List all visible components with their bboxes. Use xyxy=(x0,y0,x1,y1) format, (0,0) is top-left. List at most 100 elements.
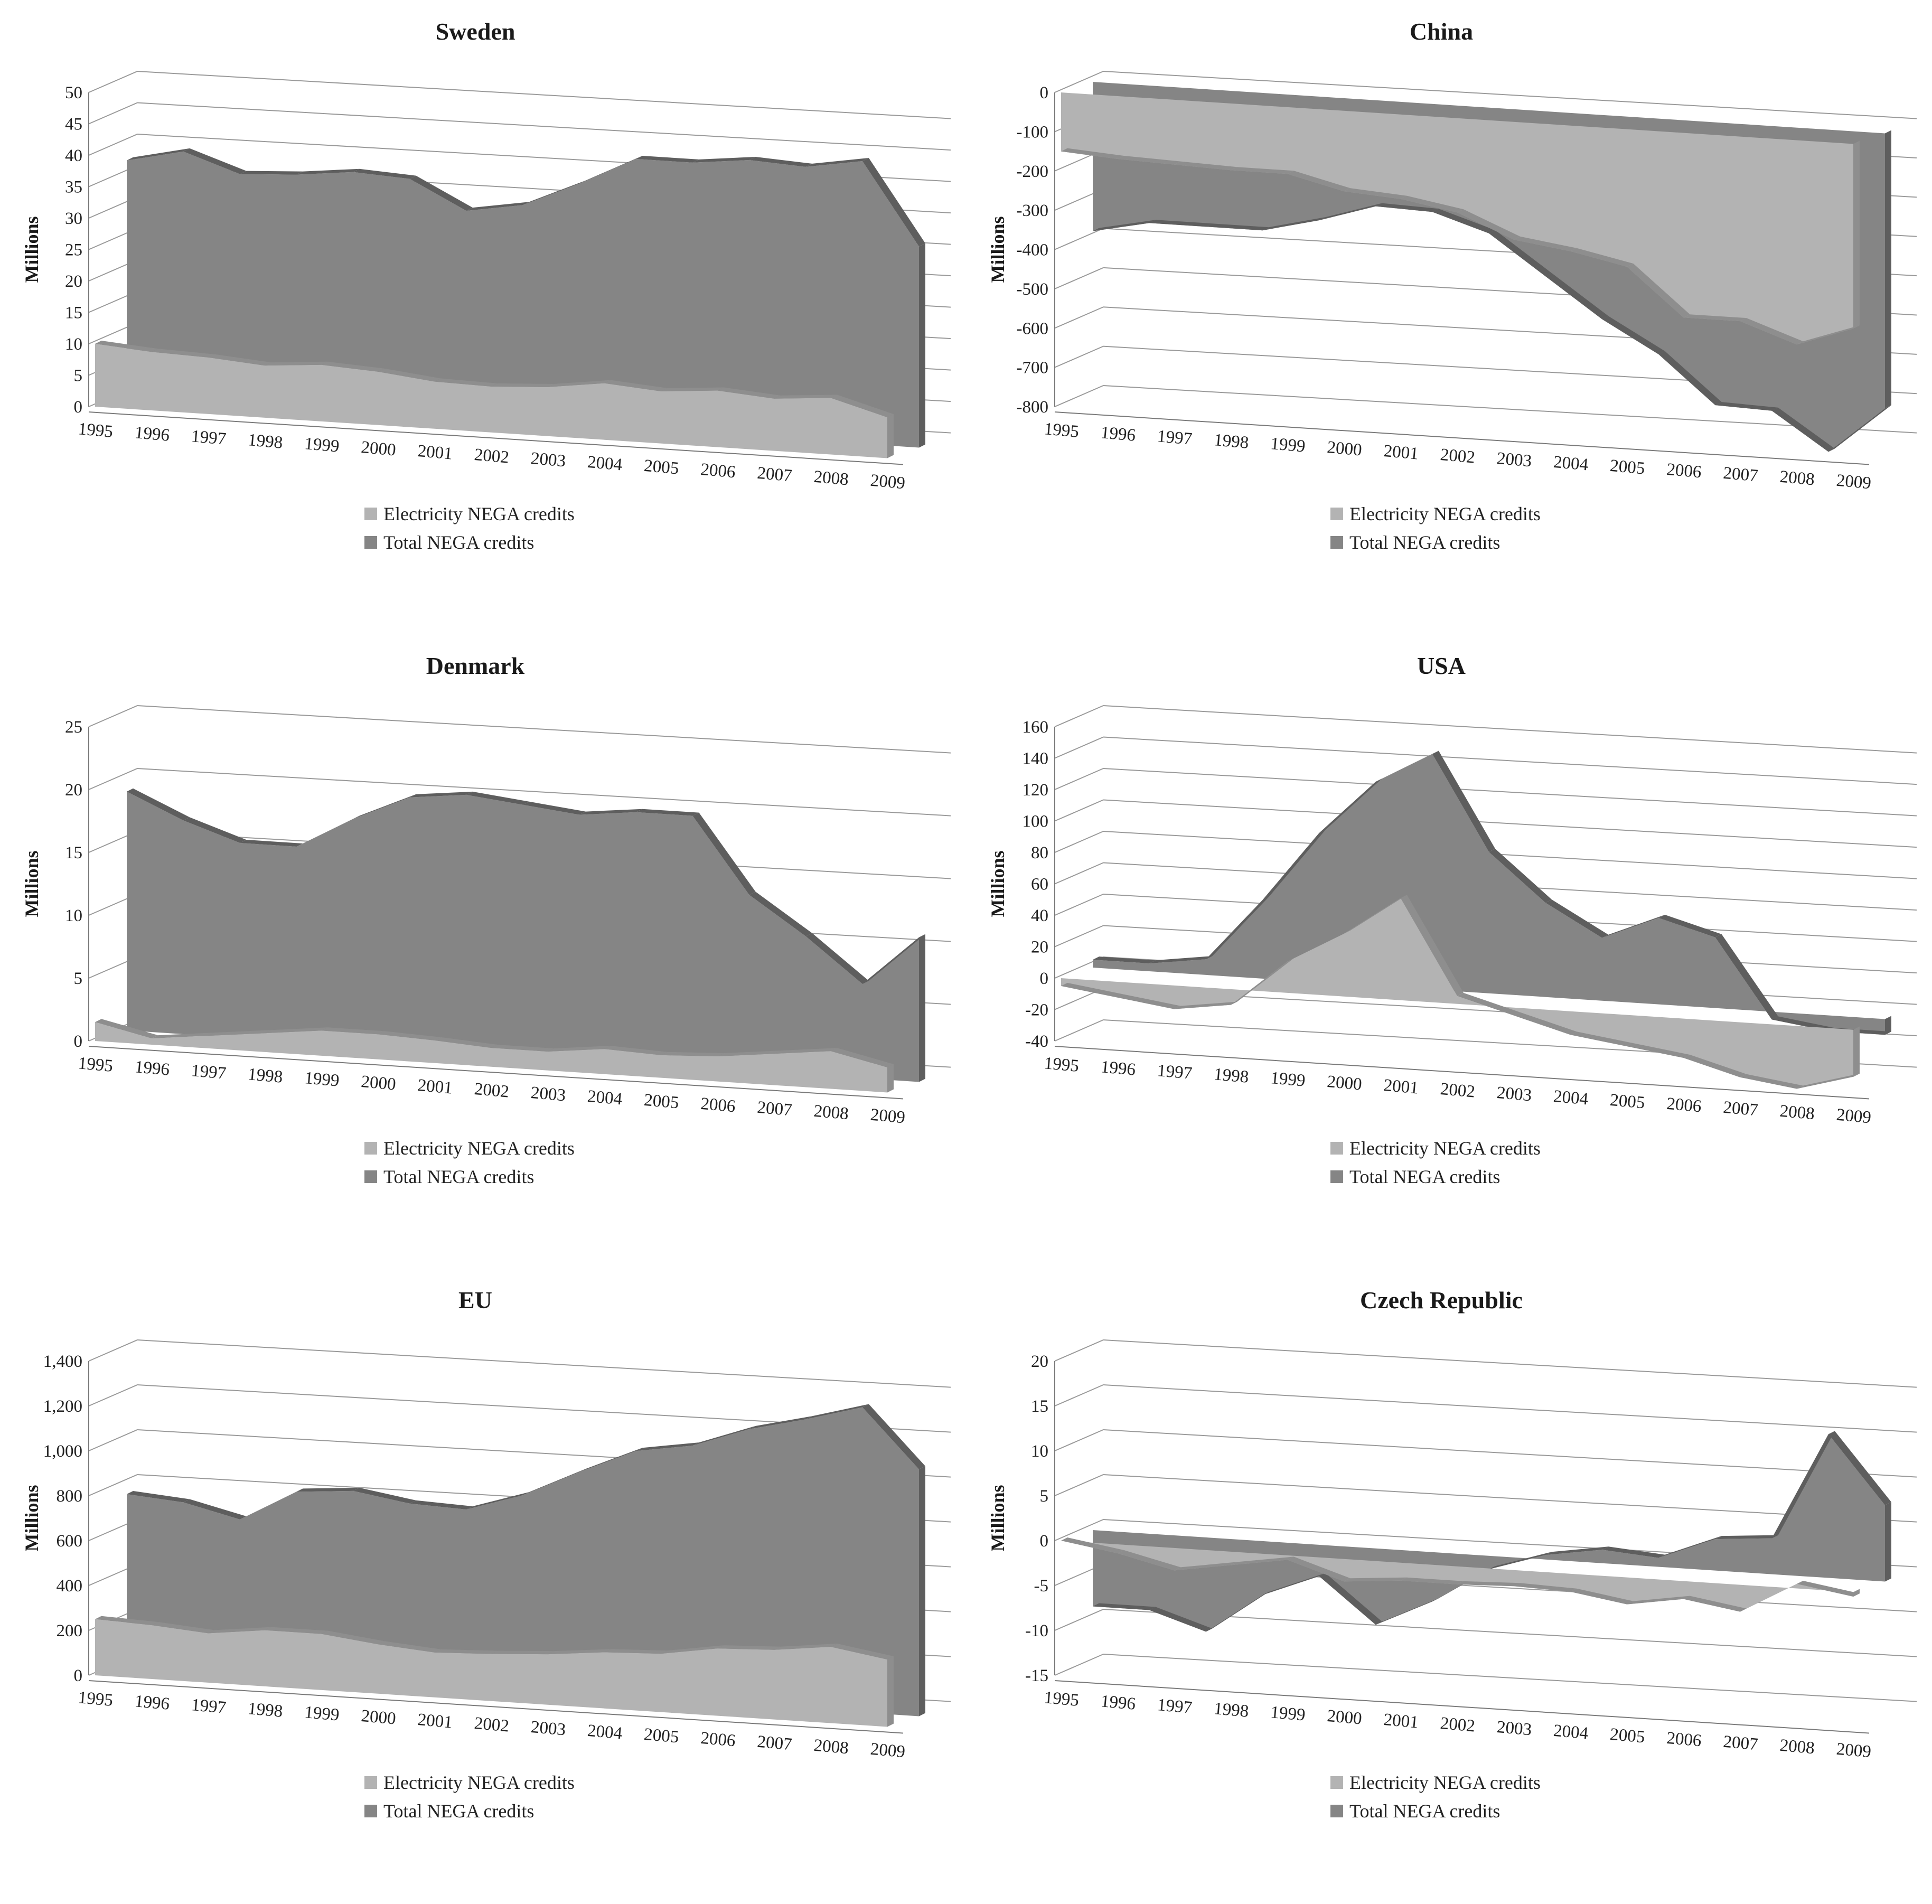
sweden-legend-label: Total NEGA credits xyxy=(383,532,534,553)
eu-electricity-nega-credits-edge-segment xyxy=(265,1627,328,1634)
denmark-total-nega-credits-point xyxy=(804,935,808,938)
czech-republic-total-nega-credits-edge-segment xyxy=(1489,1552,1552,1570)
czech-republic-electricity-nega-credits-point xyxy=(1456,1583,1459,1586)
denmark-total-nega-credits-edge-segment xyxy=(240,840,303,847)
china-electricity-nega-credits-edge-segment xyxy=(1627,264,1690,318)
eu-x-tick-label: 1998 xyxy=(247,1699,284,1721)
denmark-x-tick-label: 2006 xyxy=(700,1094,736,1117)
usa-electricity-nega-credits-point xyxy=(1059,984,1063,988)
denmark-total-nega-credits-point xyxy=(861,982,864,986)
denmark-total-nega-credits-area xyxy=(127,791,919,1082)
china-electricity-nega-credits-edge-segment xyxy=(1344,188,1407,199)
china-x-tick-label: 1996 xyxy=(1100,423,1137,445)
czech-republic-total-nega-credits-point xyxy=(1600,1548,1603,1551)
eu-x-tick-label: 1999 xyxy=(304,1703,340,1725)
czech-republic-x-tick-label: 2001 xyxy=(1383,1710,1419,1732)
china-total-nega-credits-point xyxy=(1204,225,1207,228)
czech-republic-electricity-nega-credits-point xyxy=(1569,1590,1572,1593)
denmark-x-tick-label: 1995 xyxy=(77,1054,114,1076)
usa-chart-title: USA xyxy=(1417,652,1466,679)
china-electricity-nega-credits-edge-segment xyxy=(1400,195,1464,213)
denmark-x-tick-label: 2008 xyxy=(813,1102,849,1124)
china-legend-label: Electricity NEGA credits xyxy=(1349,503,1541,524)
czech-republic-y-tick-label: 20 xyxy=(1031,1352,1048,1371)
czech-republic-electricity-nega-credits-edge-segment xyxy=(1457,1581,1521,1587)
chart-panel-china: China Millions -800 -700 -600 -500 -400 -300 -20… xyxy=(966,0,1932,634)
china-chart-title: China xyxy=(1410,18,1473,45)
sweden-total-nega-credits-point xyxy=(917,245,921,248)
czech-republic-electricity-nega-credits-end-cap xyxy=(1853,1589,1860,1597)
czech-republic-total-nega-credits-point xyxy=(1261,1593,1264,1597)
czech-republic-electricity-nega-credits-edge-segment xyxy=(1627,1596,1690,1605)
usa-legend-label: Electricity NEGA credits xyxy=(1349,1138,1541,1159)
denmark-x-tick-label: 1996 xyxy=(134,1057,171,1080)
china-electricity-nega-credits-point xyxy=(1795,343,1798,346)
china-x-tick-label: 2006 xyxy=(1666,460,1702,482)
eu-electricity-nega-credits-edge-segment xyxy=(774,1644,837,1650)
denmark-electricity-nega-credits-point xyxy=(150,1037,153,1040)
china-electricity-nega-credits-edge-segment xyxy=(1570,248,1634,267)
denmark-chart-title: Denmark xyxy=(426,652,525,679)
eu-electricity-nega-credits-point xyxy=(659,1652,662,1655)
czech-republic-x-tick-label: 2009 xyxy=(1835,1740,1872,1762)
czech-republic-gridline xyxy=(1103,1339,1917,1388)
czech-republic-electricity-nega-credits-point xyxy=(1625,1603,1628,1606)
eu-electricity-nega-credits-edge-segment xyxy=(152,1622,215,1634)
denmark-electricity-nega-credits-point xyxy=(490,1046,493,1049)
denmark-y-tick-label: 25 xyxy=(65,718,82,737)
usa-electricity-nega-credits-point xyxy=(1229,1003,1232,1007)
eu-electricity-nega-credits-edge-segment xyxy=(95,1616,158,1625)
czech-republic-total-nega-credits-end-cap xyxy=(1885,1502,1891,1582)
usa-x-tick-label: 2005 xyxy=(1609,1091,1646,1113)
china-electricity-nega-credits-point xyxy=(1116,157,1119,161)
usa-y-tick-label: 60 xyxy=(1031,875,1048,894)
sweden-total-nega-credits-end-cap xyxy=(919,243,925,448)
eu-total-nega-credits-point xyxy=(182,1500,185,1504)
usa-electricity-nega-credits-edge-segment xyxy=(1514,1012,1577,1035)
sweden-electricity-nega-credits-edge-segment xyxy=(434,378,498,387)
sweden-y-tick-label: 0 xyxy=(74,398,83,417)
china-electricity-nega-credits-edge-segment xyxy=(1796,325,1860,345)
eu-legend-swatch xyxy=(364,1776,377,1789)
usa-x-tick-label: 1997 xyxy=(1157,1061,1193,1083)
sweden-y-tick-label: 25 xyxy=(65,241,82,260)
china-x-tick-label: 1999 xyxy=(1270,434,1306,456)
czech-republic-x-tick-label: 1995 xyxy=(1043,1688,1080,1710)
denmark-total-nega-credits-edge-segment xyxy=(523,801,586,815)
sweden-total-nega-credits-point xyxy=(748,158,751,162)
czech-republic-x-tick-label: 2007 xyxy=(1722,1732,1759,1755)
czech-republic-total-nega-credits-edge-segment xyxy=(1658,1536,1722,1558)
usa-gridline-depth xyxy=(1054,925,1104,948)
sweden-total-nega-credits-point xyxy=(465,209,468,212)
eu-y-tick-label: 600 xyxy=(57,1532,83,1551)
czech-republic-total-nega-credits-point xyxy=(1204,1630,1207,1633)
denmark-electricity-nega-credits-point xyxy=(207,1034,210,1037)
usa-legend-swatch xyxy=(1330,1142,1343,1155)
china-y-tick-label: -400 xyxy=(1017,241,1049,260)
sweden-total-nega-credits-edge-segment xyxy=(466,202,529,211)
denmark-total-nega-credits-point xyxy=(408,796,411,799)
sweden-gridline-depth xyxy=(88,134,138,156)
eu-legend-label: Electricity NEGA credits xyxy=(383,1772,575,1793)
eu-total-nega-credits-edge-segment xyxy=(240,1488,303,1520)
sweden-total-nega-credits-edge-segment xyxy=(805,158,869,167)
sweden-total-nega-credits-point xyxy=(238,173,241,176)
sweden-y-tick-label: 20 xyxy=(65,272,82,291)
czech-republic-electricity-nega-credits-point xyxy=(1795,1582,1798,1586)
czech-republic-y-tick-label: -5 xyxy=(1034,1577,1049,1596)
usa-gridline xyxy=(1103,831,1917,879)
eu-electricity-nega-credits-edge-segment xyxy=(434,1649,498,1654)
czech-republic-total-nega-credits-edge-segment xyxy=(1828,1431,1891,1505)
denmark-electricity-nega-credits-point xyxy=(320,1029,323,1032)
usa-electricity-nega-credits-point xyxy=(1512,1014,1515,1017)
china-electricity-nega-credits-point xyxy=(1682,316,1685,319)
denmark-total-nega-credits-point xyxy=(521,803,524,806)
china-x-tick-label: 2005 xyxy=(1609,456,1646,479)
denmark-electricity-nega-credits-point xyxy=(546,1050,549,1053)
sweden-x-tick-label: 2008 xyxy=(813,467,849,490)
denmark-electricity-nega-credits-point xyxy=(93,1020,97,1024)
czech-republic-total-nega-credits-point xyxy=(1544,1553,1547,1556)
eu-electricity-nega-credits-edge-segment xyxy=(830,1644,894,1659)
denmark-total-nega-credits-edge-segment xyxy=(353,794,416,819)
chart-panel-sweden: Sweden Millions 0 5 10 15 20 25 30 35 40 45 50 1995 19… xyxy=(0,0,966,634)
